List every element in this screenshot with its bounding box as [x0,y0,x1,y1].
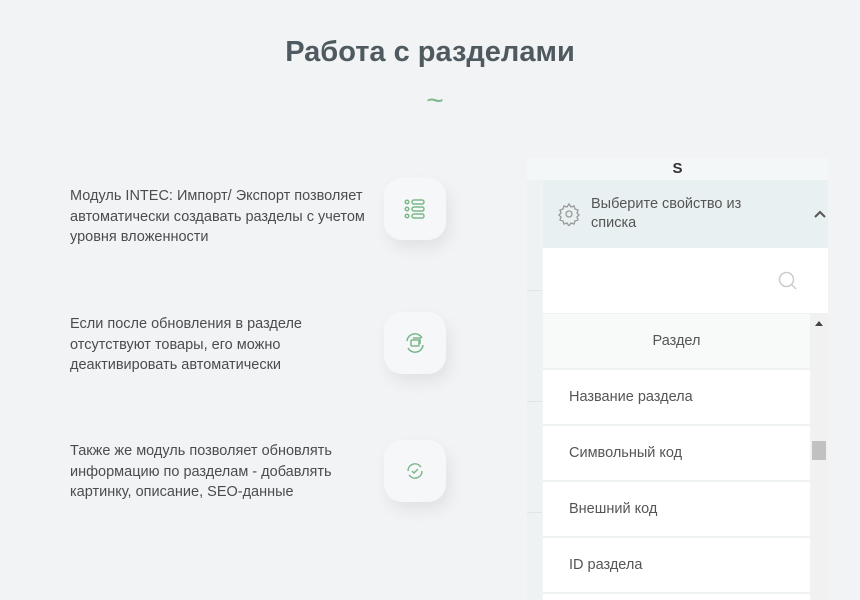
list-item[interactable]: ID раздела [543,538,810,594]
gear-icon [558,202,580,226]
list-icon [384,178,446,240]
table-strip [527,180,542,600]
tilde-decoration: ~ [426,84,444,117]
scrollbar[interactable] [810,314,828,600]
list-item[interactable]: Символьный код [543,426,810,482]
list-item[interactable]: Внешний код [543,482,810,538]
list-item[interactable]: Название раздела [543,370,810,426]
sync-check-icon [384,440,446,502]
page-title: Работа с разделами [285,36,575,68]
option-group-header: Раздел [543,314,810,370]
column-header: S [527,158,828,180]
feature-text-1: Модуль INTEC: Импорт/ Экспорт позволяет … [70,188,365,245]
property-panel: S Выберите свойство из списка Раздел Наз… [527,158,828,600]
chevron-up-icon[interactable] [813,209,827,219]
options-list: Раздел Название раздела Символьный код В… [543,314,810,600]
feature-text-2: Если после обновления в разделе отсутств… [70,316,302,373]
search-icon[interactable] [778,271,798,291]
scroll-up-arrow[interactable] [815,321,823,326]
property-dropdown[interactable]: Выберите свойство из списка [543,180,828,248]
refresh-copy-icon [384,312,446,374]
feature-text-3: Также же модуль позволяет обновлять инфо… [70,443,332,500]
scroll-thumb[interactable] [812,441,826,460]
dropdown-label: Выберите свойство из списка [591,196,742,231]
search-input[interactable] [543,248,828,315]
